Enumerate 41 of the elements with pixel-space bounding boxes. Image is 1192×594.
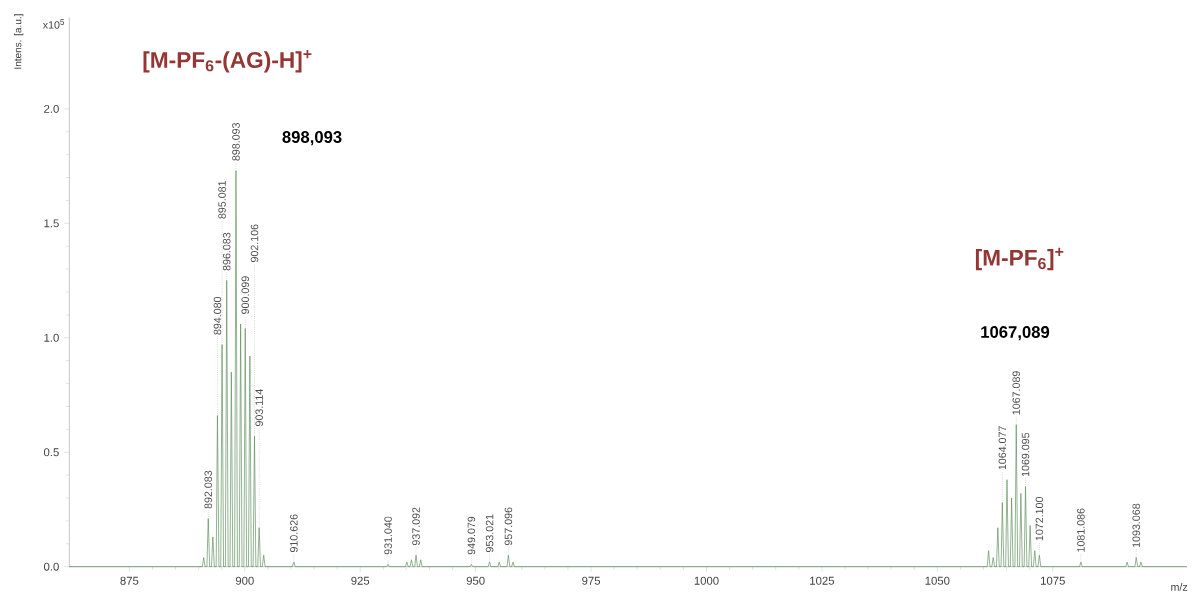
x-tick-label: 1000	[694, 576, 719, 585]
x-tick-label: 975	[582, 576, 601, 585]
annotation: 1072.100	[1035, 497, 1044, 541]
y-tick-label: 1.5	[44, 219, 59, 228]
y-tick-label: 1.0	[44, 333, 59, 342]
annotation: 949.079	[467, 516, 476, 555]
x-tick-label: 950	[466, 576, 485, 585]
annotation: 957.096	[504, 507, 513, 546]
x-tick-label: 1075	[1041, 576, 1065, 585]
annotation: 1081.086	[1077, 508, 1085, 552]
annotation: 931.040	[384, 516, 392, 555]
x-tick-label: 925	[351, 576, 370, 585]
x-axis-title: m/z	[1171, 582, 1188, 591]
annotation: 902.106	[250, 224, 259, 263]
annotation: 1093.068	[1132, 503, 1140, 548]
annotation: 1067.089	[1012, 371, 1021, 415]
x-tick-label: 1050	[925, 576, 950, 585]
annotation: 894.080	[213, 296, 222, 335]
annotation: 896.083	[222, 232, 231, 271]
text: x10$^{5}$	[42, 19, 65, 29]
x-tick-label: 900	[235, 576, 254, 585]
x-tick-label: 1025	[810, 576, 835, 585]
annotation: 898,093	[282, 131, 342, 146]
annotation: 892.083	[204, 470, 213, 509]
x-tick-label: 875	[120, 576, 139, 585]
annotation: 900.099	[241, 276, 250, 314]
y-tick-label: 2.0	[44, 104, 59, 113]
annotation: 910.626	[290, 514, 298, 553]
y-axis-title: Intens. [a.u.]	[14, 14, 24, 69]
y-tick-label: 0.5	[43, 448, 59, 457]
annotation: 903.114	[255, 389, 263, 427]
annotation: 1064.077	[998, 426, 1007, 470]
annotation: 895.081	[218, 181, 226, 219]
annotation: 953.021	[485, 514, 494, 553]
annotation: [M-PF$_{6}$]$^{+}$	[975, 247, 1064, 271]
y-tick-label: 0.0	[43, 562, 59, 571]
annotation: 937.092	[412, 507, 420, 546]
annotation: 898.093	[232, 122, 240, 161]
annotation: [M-PF$_{6}$-(AG)-H]$^{+}$	[143, 50, 312, 73]
annotation: 1067,089	[981, 326, 1050, 341]
annotation: 1069.095	[1021, 432, 1030, 477]
